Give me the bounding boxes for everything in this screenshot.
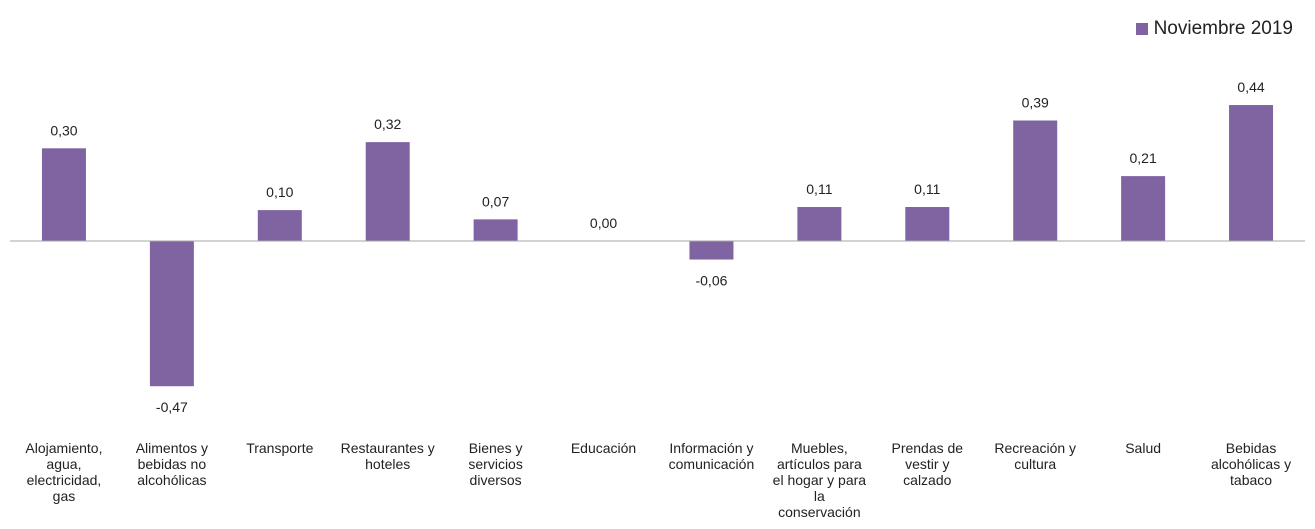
bar [689, 241, 734, 260]
category-label-line: Salud [1125, 440, 1161, 456]
category-label: Muebles, artículos para el hogar y para la c… [773, 440, 867, 520]
category-label-line: Transporte [246, 440, 313, 456]
legend-swatch [1135, 23, 1148, 35]
category-label-line: Bienes y [469, 440, 523, 456]
category-label-line: Información y [669, 440, 753, 456]
category-label: Alimentos y bebidas no alcohólicas [136, 440, 208, 488]
data-label: 0,00 [590, 215, 617, 231]
category-label-line: Alojamiento, [25, 440, 102, 456]
data-label: 0,44 [1237, 79, 1264, 95]
category-label-line: Recreación y [994, 440, 1076, 456]
category-label-line: alcohólicas y [1211, 456, 1291, 472]
category-label-line: cultura [1014, 456, 1056, 472]
data-label: 0,21 [1130, 150, 1157, 166]
category-label: Educación [571, 440, 636, 456]
bar [1229, 105, 1274, 241]
data-label: 0,30 [50, 122, 77, 138]
category-label-line: comunicación [669, 456, 755, 472]
category-label-line: bebidas no [138, 456, 207, 472]
category-label: Transporte [246, 440, 313, 456]
bar [473, 219, 518, 241]
data-label: 0,32 [374, 116, 401, 132]
category-label: Bienes y servicios diversos [468, 440, 522, 488]
category-label-line: el hogar y para [773, 472, 867, 488]
legend-label: Noviembre 2019 [1153, 18, 1293, 39]
category-label: Restaurantes y hoteles [341, 440, 435, 472]
category-label: Salud [1125, 440, 1161, 456]
data-label: -0,47 [156, 399, 188, 415]
category-label-line: Restaurantes y [341, 440, 435, 456]
category-label: Bebidas alcohólicas y tabaco [1211, 440, 1291, 488]
category-label-line: electricidad, [27, 472, 102, 488]
category-label-line: Muebles, [791, 440, 848, 456]
bar [365, 142, 410, 241]
category-label-line: tabaco [1230, 472, 1272, 488]
category-label-line: agua, [46, 456, 81, 472]
bar [41, 148, 86, 241]
category-label-line: gas [53, 488, 76, 504]
category-label-line: conservación [778, 504, 861, 520]
category-label: Prendas de vestir y calzado [891, 440, 963, 488]
category-label-line: artículos para [777, 456, 862, 472]
bar [797, 207, 842, 241]
data-label: 0,39 [1022, 94, 1049, 110]
category-label-line: servicios [468, 456, 522, 472]
category-label-line: vestir y [905, 456, 949, 472]
bar [1013, 120, 1058, 241]
category-label: Alojamiento, agua, electricidad, gas [25, 440, 102, 504]
category-label-line: hoteles [365, 456, 410, 472]
data-label: 0,11 [914, 181, 940, 197]
category-label-line: alcohólicas [137, 472, 206, 488]
category-label: Recreación y cultura [994, 440, 1076, 472]
category-label-line: calzado [903, 472, 951, 488]
category-label-line: diversos [470, 472, 522, 488]
bar [905, 207, 950, 241]
bar [149, 241, 194, 387]
category-label-line: la [814, 488, 825, 504]
data-label: 0,11 [806, 181, 832, 197]
data-label: 0,07 [482, 193, 509, 209]
category-label-line: Prendas de [891, 440, 963, 456]
data-label: -0,06 [695, 273, 727, 289]
bar [1121, 176, 1166, 241]
category-label-line: Bebidas [1226, 440, 1277, 456]
category-label: Información y comunicación [669, 440, 755, 472]
data-label: 0,10 [266, 184, 293, 200]
category-label-line: Alimentos y [136, 440, 208, 456]
category-label-line: Educación [571, 440, 636, 456]
legend: Noviembre 2019 [1135, 18, 1293, 40]
bar [257, 210, 302, 241]
